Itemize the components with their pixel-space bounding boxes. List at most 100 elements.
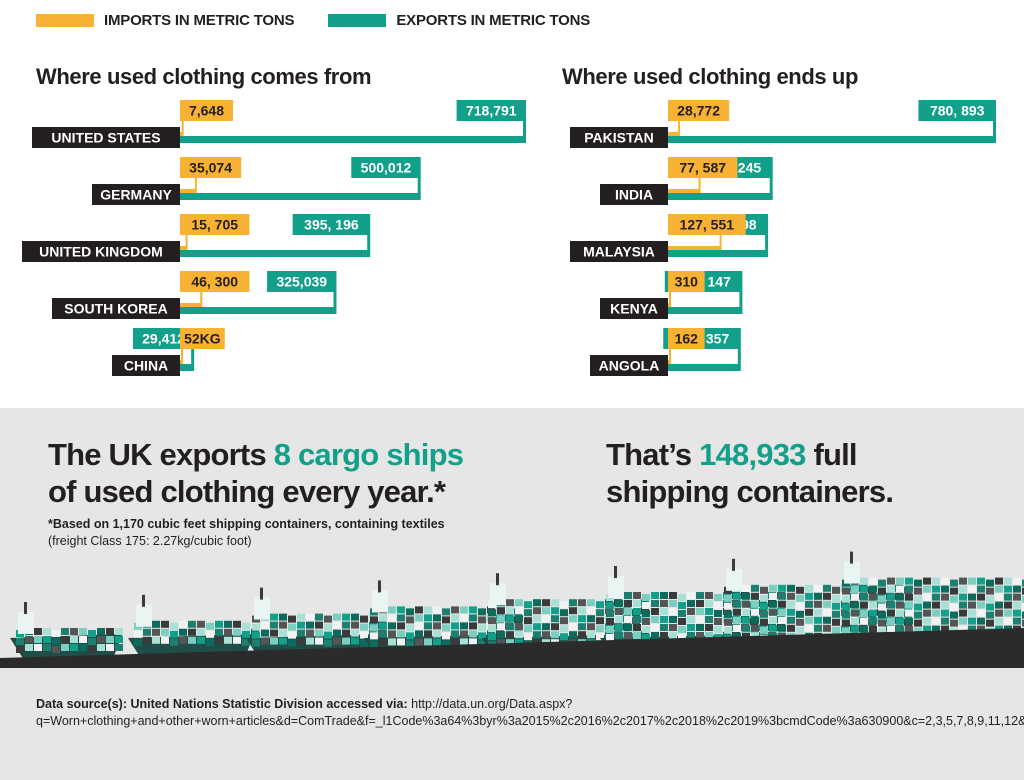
- container: [515, 623, 523, 631]
- container: [606, 634, 614, 641]
- container: [986, 579, 994, 587]
- container: [379, 638, 387, 646]
- container: [179, 636, 187, 644]
- container: [370, 624, 378, 632]
- import-leader-india: [698, 178, 701, 189]
- import-bar-china: [180, 360, 183, 364]
- export-label-box-south-korea: [267, 271, 337, 292]
- container: [615, 608, 623, 615]
- container: [642, 594, 650, 601]
- container: [986, 603, 994, 611]
- container: [478, 624, 486, 632]
- container: [424, 614, 432, 622]
- container: [433, 622, 441, 630]
- container: [1004, 593, 1012, 601]
- container: [406, 624, 414, 632]
- container: [1013, 593, 1021, 601]
- container: [887, 625, 895, 633]
- container: [823, 608, 831, 616]
- container: [633, 592, 641, 599]
- container: [34, 628, 42, 635]
- container: [433, 606, 441, 614]
- container: [551, 615, 559, 623]
- container: [869, 577, 877, 585]
- container: [968, 593, 976, 601]
- country-label-pakistan: PAKISTAN: [584, 130, 653, 146]
- container: [279, 629, 287, 637]
- country-label-box-united-states: [32, 127, 180, 148]
- export-bar-angola: [668, 364, 741, 371]
- container: [233, 636, 241, 644]
- container: [796, 610, 804, 618]
- container: [878, 587, 886, 595]
- container: [887, 601, 895, 609]
- container: [587, 623, 595, 631]
- container: [497, 607, 505, 615]
- container: [769, 600, 777, 608]
- container: [896, 577, 904, 585]
- container: [705, 632, 713, 639]
- container: [333, 613, 341, 621]
- container: [161, 628, 169, 636]
- container: [288, 639, 296, 647]
- ship-bridge-8: [844, 561, 860, 584]
- container: [515, 631, 523, 639]
- country-label-box-germany: [92, 184, 180, 205]
- container: [1013, 585, 1021, 593]
- headline-left: The UK exports 8 cargo ships of used clo…: [48, 436, 464, 510]
- country-label-box-pakistan: [570, 127, 668, 148]
- container: [469, 606, 477, 614]
- export-bar-china: [180, 364, 195, 371]
- container: [733, 600, 741, 608]
- container: [760, 626, 768, 634]
- container: [34, 644, 42, 651]
- ship-mast-2: [142, 594, 145, 607]
- export-leader-united-states: [523, 121, 526, 136]
- container: [878, 595, 886, 603]
- headline-right-highlight: 148,933: [699, 437, 806, 472]
- container: [624, 624, 632, 631]
- ship-mast-1: [24, 602, 27, 614]
- container: [170, 638, 178, 646]
- container: [578, 607, 586, 615]
- container: [424, 622, 432, 630]
- container: [279, 637, 287, 645]
- footnote-line1: *Based on 1,170 cubic feet shipping cont…: [48, 517, 445, 531]
- container: [70, 644, 78, 651]
- container: [968, 577, 976, 585]
- ship-bridge-6: [608, 576, 624, 598]
- container: [188, 636, 196, 644]
- headline-right-text-c: full: [805, 437, 857, 472]
- container: [787, 592, 795, 600]
- import-bar-pakistan: [668, 132, 681, 136]
- import-label-box-united-kingdom: [180, 214, 250, 235]
- container: [687, 624, 695, 631]
- container: [869, 617, 877, 625]
- container: [705, 600, 713, 607]
- country-label-box-angola: [590, 355, 668, 376]
- container: [968, 625, 976, 633]
- container: [869, 601, 877, 609]
- container: [941, 601, 949, 609]
- container: [805, 624, 813, 632]
- container: [633, 608, 641, 615]
- container: [705, 592, 713, 599]
- container: [143, 628, 151, 636]
- container: [714, 602, 722, 609]
- container: [687, 608, 695, 615]
- container: [134, 630, 142, 638]
- container: [533, 631, 541, 639]
- container: [678, 634, 686, 641]
- container: [506, 639, 514, 647]
- container: [1004, 609, 1012, 617]
- container: [724, 626, 732, 634]
- container: [197, 620, 205, 628]
- import-bar-south-korea: [180, 303, 203, 307]
- container: [959, 601, 967, 609]
- legend-imports-label: IMPORTS IN METRIC TONS: [104, 11, 295, 29]
- container: [760, 586, 768, 594]
- container: [651, 632, 659, 639]
- container: [315, 613, 323, 621]
- container: [977, 617, 985, 625]
- imports-swatch: [36, 13, 94, 27]
